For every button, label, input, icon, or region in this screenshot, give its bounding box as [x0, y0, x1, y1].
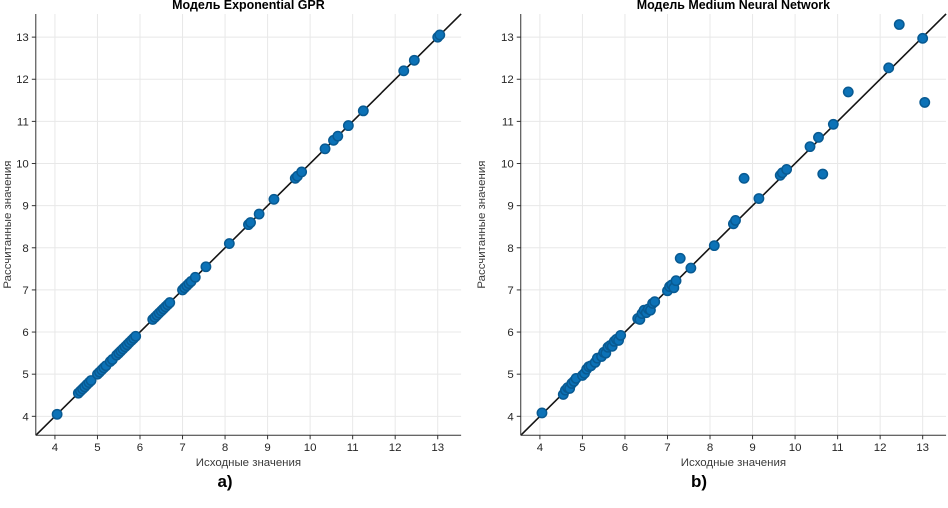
data-point [223, 238, 235, 249]
data-point [536, 407, 548, 419]
panel-a: 4 5 6 7 8 9 10 11 12 13 4 5 6 7 8 9 10 11 12 13 Модель Expon… [2, 0, 462, 492]
data-point [51, 408, 63, 420]
data-point [883, 62, 895, 74]
x-tick-label: 9 [264, 442, 270, 454]
data-point [708, 240, 720, 252]
y-tick-label: 11 [502, 116, 514, 128]
data-point [919, 96, 931, 108]
x-tick-label: 4 [537, 442, 544, 454]
y-tick-label: 6 [22, 327, 28, 339]
x-tick-label: 5 [94, 442, 100, 454]
data-point [164, 297, 176, 309]
data-point [398, 65, 410, 77]
y-axis-label: Рассчитанные значения [2, 161, 14, 289]
y-tick-label: 13 [16, 32, 29, 44]
panel-b: 4 5 6 7 8 9 10 11 12 13 4 5 6 7 8 9 10 11 12 13 Модель Mediu… [474, 0, 948, 508]
x-tick-label: 11 [832, 442, 844, 454]
y-tick-label: 12 [501, 74, 514, 86]
y-tick-label: 7 [507, 285, 513, 297]
data-point [842, 86, 854, 98]
data-point [200, 261, 212, 273]
data-point [804, 141, 816, 153]
y-tick-label: 4 [507, 411, 514, 423]
x-tick-label: 11 [347, 442, 359, 454]
data-point [674, 252, 686, 264]
x-axis-label: Исходные значения [681, 457, 786, 469]
x-tick-label: 8 [707, 442, 713, 454]
x-tick-label: 12 [389, 442, 402, 454]
data-point [753, 193, 765, 204]
y-tick-label: 12 [16, 74, 29, 86]
data-point [649, 296, 661, 308]
data-point [685, 262, 697, 274]
x-tick-label: 8 [222, 442, 228, 454]
data-point [189, 271, 201, 283]
y-tick-label: 7 [22, 285, 28, 297]
data-point [253, 208, 265, 220]
y-tick-label: 9 [22, 201, 28, 213]
y-tick-label: 10 [501, 159, 514, 171]
y-tick-label: 5 [22, 369, 28, 381]
y-tick-label: 4 [22, 411, 29, 423]
data-point [130, 330, 142, 342]
x-tick-label: 6 [137, 442, 143, 454]
data-point [245, 217, 256, 228]
data-point [813, 131, 824, 143]
data-point [827, 118, 839, 130]
x-tick-label: 13 [916, 442, 929, 454]
data-point [817, 168, 829, 180]
data-point [342, 120, 354, 132]
y-tick-label: 9 [507, 201, 513, 213]
data-point [670, 275, 682, 287]
x-tick-label: 7 [179, 442, 185, 454]
data-point [319, 143, 331, 155]
data-point [332, 130, 344, 142]
x-tick-label: 9 [749, 442, 755, 454]
data-point [730, 214, 741, 226]
y-tick-label: 13 [501, 32, 514, 44]
x-tick-label: 10 [304, 442, 317, 454]
y-tick-label: 8 [22, 243, 28, 255]
scatter-chart-medium-neural-network: 4 5 6 7 8 9 10 11 12 13 4 5 6 7 8 9 10 11 12 13 Модель Mediu… [476, 0, 947, 469]
x-axis-label: Исходные значения [196, 457, 301, 469]
x-tick-label: 13 [431, 442, 444, 454]
x-tick-label: 4 [52, 442, 59, 454]
caption-b: b) [690, 472, 708, 492]
data-point [738, 172, 750, 184]
data-point [615, 329, 627, 341]
data-point [917, 32, 929, 44]
data-point [408, 54, 420, 66]
y-axis-label: Рассчитанные значения [476, 161, 488, 289]
chart-title: Модель Exponential GPR [172, 0, 325, 12]
data-point [296, 166, 308, 178]
x-tick-label: 10 [789, 442, 802, 454]
data-point [434, 29, 446, 41]
y-tick-label: 8 [507, 243, 513, 255]
y-tick-label: 5 [507, 369, 513, 381]
caption-a: a) [217, 472, 233, 492]
data-point [781, 164, 793, 175]
y-tick-label: 10 [16, 159, 29, 171]
data-point [268, 193, 280, 205]
data-point [893, 19, 905, 30]
y-tick-label: 6 [507, 327, 513, 339]
x-tick-label: 7 [664, 442, 670, 454]
x-tick-label: 12 [874, 442, 887, 454]
scatter-chart-exponential-gpr: 4 5 6 7 8 9 10 11 12 13 4 5 6 7 8 9 10 11 12 13 Модель Expon… [2, 0, 462, 469]
data-point [85, 375, 97, 386]
x-tick-label: 6 [622, 442, 628, 454]
y-tick-label: 11 [17, 116, 29, 128]
chart-title: Модель Medium Neural Network [637, 0, 830, 12]
x-tick-label: 5 [579, 442, 585, 454]
data-point [357, 105, 369, 117]
